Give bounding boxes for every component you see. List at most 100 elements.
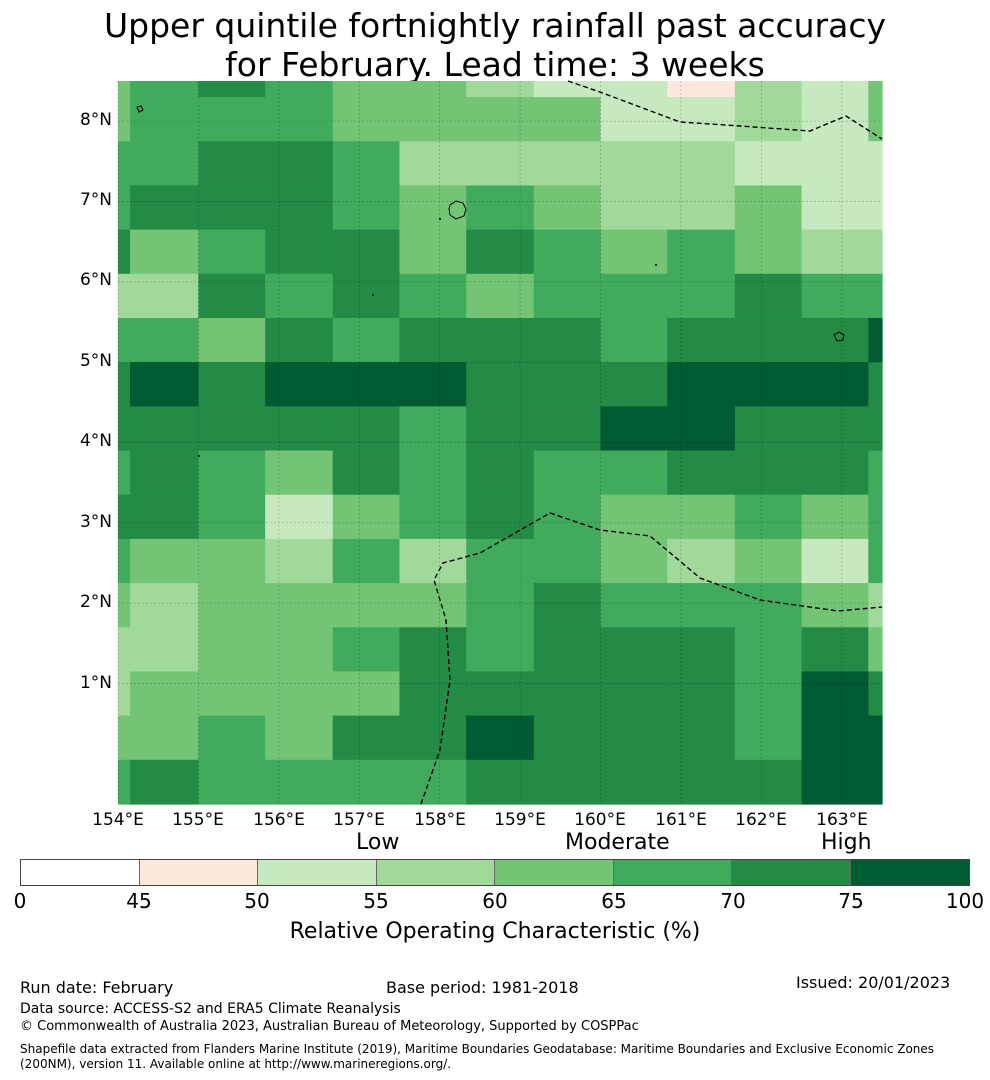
roc-cell-r14-c7 bbox=[533, 671, 602, 717]
roc-cell-r7-c2 bbox=[198, 362, 266, 407]
roc-cell-r14-c10 bbox=[734, 671, 803, 717]
roc-cell-r2-c0 bbox=[118, 141, 131, 187]
roc-cell-r12-c5 bbox=[399, 583, 467, 628]
roc-cell-r4-c5 bbox=[399, 229, 467, 275]
roc-cell-r2-c2 bbox=[198, 141, 266, 187]
roc-cell-r9-c5 bbox=[399, 450, 467, 496]
roc-cell-r15-c1 bbox=[130, 715, 200, 761]
roc-cell-r3-c6 bbox=[466, 185, 535, 231]
roc-cell-r6-c3 bbox=[265, 317, 334, 363]
roc-cell-r5-c5 bbox=[399, 273, 467, 319]
roc-cell-r8-c5 bbox=[399, 406, 467, 452]
roc-cell-r10-c2 bbox=[198, 494, 266, 540]
roc-cell-r13-c8 bbox=[600, 627, 668, 673]
roc-cell-r3-c5 bbox=[399, 185, 467, 231]
roc-cell-r14-c9 bbox=[667, 671, 736, 717]
roc-cell-r8-c10 bbox=[734, 406, 803, 452]
roc-cell-r1-c2 bbox=[198, 97, 266, 142]
roc-cell-r8-c2 bbox=[198, 406, 266, 452]
island-small-3 bbox=[655, 264, 657, 266]
roc-grid-cells bbox=[118, 81, 883, 805]
roc-cell-r12-c2 bbox=[198, 583, 266, 628]
island-small-1 bbox=[439, 218, 441, 220]
roc-cell-r5-c3 bbox=[265, 273, 334, 319]
roc-cell-r10-c7 bbox=[533, 494, 602, 540]
colorbar-tick-0: 0 bbox=[13, 889, 27, 913]
roc-cell-r2-c7 bbox=[533, 141, 602, 187]
roc-cell-r6-c8 bbox=[600, 317, 668, 363]
lon-label-154e: 154°E bbox=[92, 810, 144, 830]
roc-cell-r5-c8 bbox=[600, 273, 668, 319]
roc-cell-r5-c4 bbox=[332, 273, 401, 319]
island-north-west bbox=[136, 105, 144, 113]
roc-cell-r13-c10 bbox=[734, 627, 803, 673]
roc-cell-r16-c5 bbox=[399, 759, 467, 805]
roc-cell-r14-c2 bbox=[198, 671, 266, 717]
lon-label-161e: 161°E bbox=[655, 810, 707, 830]
roc-cell-r11-c8 bbox=[600, 538, 668, 584]
roc-cell-r1-c1 bbox=[130, 97, 200, 142]
eez-boundary-south bbox=[420, 512, 883, 805]
roc-cell-r6-c5 bbox=[399, 317, 467, 363]
roc-cell-r5-c2 bbox=[198, 273, 266, 319]
roc-cell-r4-c8 bbox=[600, 229, 668, 275]
roc-cell-r14-c11 bbox=[801, 671, 869, 717]
colorbar-tick-100: 100 bbox=[945, 889, 985, 913]
roc-cell-r0-c4 bbox=[332, 81, 401, 98]
lon-label-159e: 159°E bbox=[494, 810, 546, 830]
roc-cell-r13-c0 bbox=[118, 627, 131, 673]
colorbar-bin-45-50 bbox=[139, 860, 258, 885]
roc-cell-r5-c12 bbox=[868, 273, 883, 319]
roc-cell-r2-c11 bbox=[801, 141, 869, 187]
lat-label-1n: 1°N bbox=[79, 673, 112, 693]
roc-cell-r11-c6 bbox=[466, 538, 535, 584]
roc-cell-r13-c2 bbox=[198, 627, 266, 673]
roc-cell-r1-c7 bbox=[533, 97, 602, 142]
roc-cell-r5-c10 bbox=[734, 273, 803, 319]
roc-cell-r2-c4 bbox=[332, 141, 401, 187]
roc-cell-r7-c3 bbox=[265, 362, 334, 407]
lon-label-156e: 156°E bbox=[253, 810, 305, 830]
map-title-line-1: Upper quintile fortnightly rainfall past… bbox=[103, 6, 887, 45]
roc-cell-r6-c1 bbox=[130, 317, 200, 363]
roc-cell-r10-c5 bbox=[399, 494, 467, 540]
category-low: Low bbox=[356, 830, 400, 855]
roc-cell-r6-c4 bbox=[332, 317, 401, 363]
roc-cell-r7-c0 bbox=[118, 362, 131, 407]
roc-cell-r6-c0 bbox=[118, 317, 131, 363]
lat-label-7n: 7°N bbox=[79, 190, 112, 210]
lon-label-163e: 163°E bbox=[816, 810, 868, 830]
roc-cell-r14-c0 bbox=[118, 671, 131, 717]
roc-cell-r9-c12 bbox=[868, 450, 883, 496]
roc-cell-r7-c4 bbox=[332, 362, 401, 407]
roc-cell-r9-c4 bbox=[332, 450, 401, 496]
roc-cell-r11-c2 bbox=[198, 538, 266, 584]
roc-cell-r11-c12 bbox=[868, 538, 883, 584]
roc-cell-r12-c7 bbox=[533, 583, 602, 628]
roc-cell-r15-c0 bbox=[118, 715, 131, 761]
roc-cell-r15-c6 bbox=[466, 715, 535, 761]
roc-cell-r0-c5 bbox=[399, 81, 467, 98]
roc-cell-r0-c0 bbox=[118, 81, 131, 98]
colorbar-bin-75-100 bbox=[850, 860, 969, 885]
roc-cell-r9-c3 bbox=[265, 450, 334, 496]
roc-cell-r15-c4 bbox=[332, 715, 401, 761]
roc-cell-r7-c12 bbox=[868, 362, 883, 407]
lat-label-8n: 8°N bbox=[79, 110, 112, 130]
roc-cell-r11-c11 bbox=[801, 538, 869, 584]
roc-cell-r13-c4 bbox=[332, 627, 401, 673]
roc-cell-r9-c0 bbox=[118, 450, 131, 496]
roc-cell-r13-c3 bbox=[265, 627, 334, 673]
roc-cell-r12-c12 bbox=[868, 583, 883, 628]
roc-cell-r7-c8 bbox=[600, 362, 668, 407]
roc-cell-r14-c6 bbox=[466, 671, 535, 717]
shapefile-note: Shapefile data extracted from Flanders M… bbox=[20, 1042, 935, 1071]
roc-cell-r1-c3 bbox=[265, 97, 334, 142]
roc-cell-r15-c10 bbox=[734, 715, 803, 761]
roc-cell-r3-c2 bbox=[198, 185, 266, 231]
island-small-2 bbox=[372, 294, 374, 296]
roc-cell-r5-c0 bbox=[118, 273, 131, 319]
roc-cell-r0-c11 bbox=[801, 81, 869, 98]
roc-cell-r8-c1 bbox=[130, 406, 200, 452]
